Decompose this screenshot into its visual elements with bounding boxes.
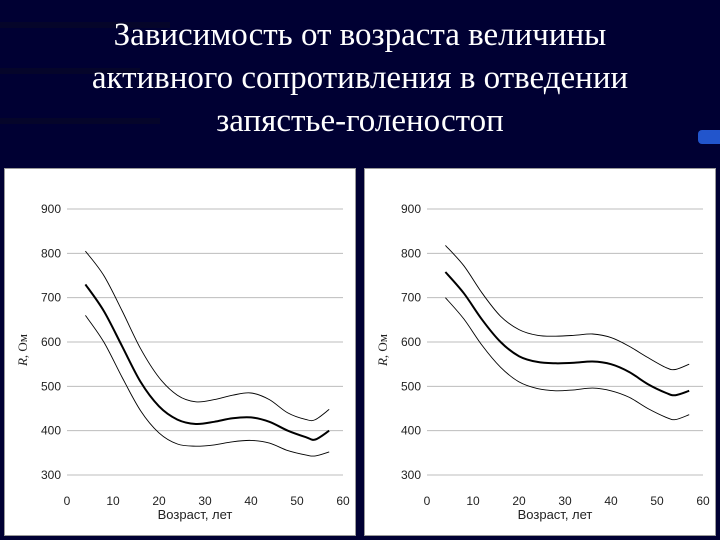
x-tick-label: 50 <box>650 494 664 508</box>
chart-right: 300 400 500 600 700 800 900 0 10 20 30 40 50 60 Возрас… <box>375 202 710 522</box>
series-line-mean <box>444 271 690 397</box>
series-line-upper <box>445 245 690 371</box>
chart-panel-right: 300 400 500 600 700 800 900 0 10 20 30 40 50 60 Возрас… <box>364 168 716 536</box>
y-tick-label: 400 <box>41 424 61 438</box>
chart-left: 300 400 500 600 700 800 900 0 10 20 30 40 50 60 Возрас… <box>15 202 350 522</box>
title-line-2: активного сопротивления в отведении <box>91 60 629 96</box>
y-tick-label: 300 <box>41 468 61 482</box>
y-tick-label: 600 <box>41 335 61 349</box>
series-line-upper <box>85 250 330 422</box>
y-tick-label: 700 <box>41 291 61 305</box>
x-tick-label: 50 <box>290 494 304 508</box>
x-axis-label: Возраст, лет <box>518 507 593 522</box>
decor-blob <box>698 130 720 144</box>
slide-title: Зависимость от возраста величины активно… <box>0 14 720 143</box>
y-axis-label: R, Ом <box>15 334 30 367</box>
y-tick-label: 300 <box>401 468 421 482</box>
y-tick-label: 900 <box>401 202 421 216</box>
x-tick-label: 10 <box>106 494 120 508</box>
x-tick-label: 20 <box>512 494 526 508</box>
x-tick-label: 0 <box>64 494 71 508</box>
x-tick-label: 30 <box>558 494 572 508</box>
y-tick-label: 500 <box>401 379 421 393</box>
y-tick-label: 900 <box>41 202 61 216</box>
chart-panel-left: 300 400 500 600 700 800 900 0 10 20 30 40 50 60 Возрас… <box>4 168 356 536</box>
y-tick-label: 800 <box>401 246 421 260</box>
x-tick-label: 30 <box>198 494 212 508</box>
x-tick-label: 60 <box>336 494 350 508</box>
x-tick-label: 60 <box>696 494 710 508</box>
x-tick-label: 0 <box>424 494 431 508</box>
x-axis-label: Возраст, лет <box>158 507 233 522</box>
series-line-lower <box>85 315 330 457</box>
x-tick-label: 40 <box>244 494 258 508</box>
series-line-lower <box>445 297 690 421</box>
title-line-3: запястье-голеностоп <box>216 103 504 139</box>
y-axis-label: R, Ом <box>375 334 390 367</box>
y-tick-label: 500 <box>41 379 61 393</box>
decor-stripe <box>0 68 140 74</box>
y-tick-label: 800 <box>41 246 61 260</box>
x-tick-label: 40 <box>604 494 618 508</box>
decor-stripe <box>0 118 160 124</box>
y-tick-label: 700 <box>401 291 421 305</box>
series-line-mean <box>84 283 330 441</box>
y-tick-label: 400 <box>401 424 421 438</box>
x-tick-label: 20 <box>152 494 166 508</box>
title-line-1: Зависимость от возраста величины <box>113 17 607 53</box>
decor-stripe <box>0 22 170 28</box>
x-tick-label: 10 <box>466 494 480 508</box>
y-tick-label: 600 <box>401 335 421 349</box>
